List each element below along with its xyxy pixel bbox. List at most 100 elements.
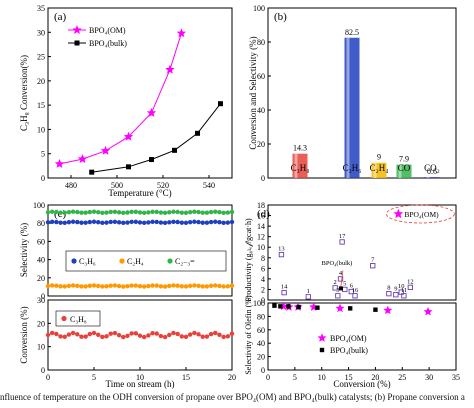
panel-c-series-point (146, 210, 151, 215)
panel-c-series-point (217, 283, 222, 289)
panel-d-top-y-tick-label: 18 (257, 201, 265, 210)
panel-b-y-tick-label: 0 (261, 174, 265, 183)
panel-c-series-point (150, 283, 155, 288)
panel-c-legend-marker (71, 258, 77, 264)
panel-a-y-tick-label: 25 (37, 53, 45, 62)
panel-b-value-label: 14.3 (293, 144, 307, 153)
panel-c-series-point (75, 219, 80, 225)
panel-a-xlabel: Temperature (°C) (108, 188, 171, 198)
panel-d-bottom-y-tick-label: 80 (257, 312, 265, 321)
panel-c-series-point (183, 220, 189, 225)
panel-c-bottom-series-point (49, 330, 55, 336)
panel-c-series-point (100, 210, 105, 215)
panel-d-selectivity-point (296, 304, 301, 310)
panel-c-bottom-series-point (108, 331, 113, 336)
panel-d-reference-label: 4 (339, 270, 343, 277)
panel-c-bottom-series-point (196, 332, 201, 337)
panel-d-reference-point (305, 294, 311, 300)
panel-b-y-tick-label: 100 (253, 4, 265, 13)
panel-c-series-point (196, 283, 201, 289)
panel-d-bottom-frame (267, 302, 457, 371)
panel-c-series-point (83, 284, 88, 289)
panel-a-point (176, 28, 187, 38)
panel-c-bottom-series-point (208, 331, 214, 337)
panel-d-reference-point (278, 251, 285, 258)
panel-c-series-point (100, 220, 105, 225)
panel-c-bottom-series-point (66, 332, 72, 337)
panel-b-y-tick-label: 60 (257, 72, 265, 81)
panel-c-series-point (200, 210, 205, 215)
panel-d-reference-label: 17 (339, 233, 346, 240)
panel-c-bottom-series-point (167, 332, 172, 338)
panel-d-reference-point (281, 289, 287, 296)
panel-c-series-point (133, 209, 139, 215)
panel-c-series-point (192, 219, 197, 224)
panel-a-y-tick-label: 35 (37, 4, 45, 13)
panel-c-series-point (54, 209, 59, 215)
panel-d-bottom-y-tick-label: 100 (253, 299, 265, 308)
panel-a-series-line (59, 33, 182, 165)
panel-c-series-point (121, 220, 126, 226)
panel-c-bottom-series-point (104, 334, 109, 339)
panel-c-series-point (104, 220, 109, 225)
panel-c-series-point (217, 220, 222, 225)
panel-c-series-point (158, 210, 164, 215)
panel-c-series-point (175, 219, 180, 225)
panel-d-top-ylabel: Productivity (g₀ₗₑ𝒻/gcat·h) (244, 218, 253, 302)
panel-d-selectivity-point (373, 307, 378, 312)
panel-c-series-point (221, 284, 226, 289)
panel-b-category-label: C₃H₆ (343, 163, 362, 173)
panel-c-bottom-y-tick-label: 0 (41, 366, 45, 375)
panel-d-reference-label: 13 (278, 246, 285, 253)
panel-c-bottom-series-point (213, 330, 218, 336)
panel-d-bottom-y-tick-label: 0 (261, 366, 265, 375)
panel-c-series-point (154, 209, 159, 215)
panel-d-legend-marker (319, 347, 325, 353)
panel-c-series-point (208, 283, 214, 288)
panel-c-series-point (49, 283, 55, 288)
panel-d-bottom-y-tick-label: 40 (257, 339, 265, 348)
panel-c-series-point (141, 220, 147, 226)
panel-c-series-point (79, 210, 84, 215)
panel-a-point (77, 154, 88, 164)
panel-c-series-point (133, 283, 139, 288)
panel-c-series-point (171, 283, 176, 288)
panel-c-legend-marker (119, 258, 125, 264)
panel-c-bottom-series-point (45, 332, 51, 338)
panel-a-legend-marker (74, 40, 80, 46)
panel-c-legend-label: C₃H₆ (79, 257, 96, 266)
panel-c-series-point (83, 210, 88, 215)
panel-c-series-point (171, 219, 176, 224)
panel-d-om-point (393, 208, 404, 219)
panel-c-bottom-series-point (137, 333, 143, 338)
panel-c-bottom-y-tick-label: 20 (37, 319, 45, 328)
panel-d-top-y-tick-label: 0 (261, 296, 265, 305)
panel-c-top-y-tick-label: 80 (37, 219, 45, 228)
panel-c-series-point (133, 219, 139, 225)
panel-c-series-point (58, 220, 63, 225)
panel-c-series-point (45, 210, 51, 215)
panel-d-reference-label: 14 (281, 284, 288, 291)
panel-c-series-point (87, 209, 93, 215)
panel-c-series-point (154, 219, 159, 225)
panel-b-bar (424, 176, 440, 178)
panel-c-series-point (167, 210, 172, 215)
panel-d-x-tick-label: 35 (452, 373, 460, 382)
panel-c-series-point (217, 210, 222, 215)
panel-b-bar-highlight (398, 164, 402, 178)
panel-c-bottom-series-point (58, 334, 63, 339)
panel-c-bottom-series-point (192, 330, 197, 336)
panel-d-x-tick-label: 25 (398, 373, 406, 382)
panel-c-x-tick-label: 0 (46, 373, 50, 382)
panel-c-series-point (162, 210, 168, 216)
panel-a-point (126, 164, 131, 170)
panel-d-reference-point (332, 285, 338, 291)
panel-d-selectivity-point (347, 306, 353, 311)
panel-a-point (89, 169, 95, 175)
panel-c-series-point (141, 284, 147, 289)
panel-c-series-point (62, 210, 67, 215)
panel-c-series-point (91, 209, 97, 214)
panel-c-series-point (125, 220, 130, 225)
panel-c-series-point (187, 283, 193, 289)
panel-a-point (172, 147, 177, 153)
